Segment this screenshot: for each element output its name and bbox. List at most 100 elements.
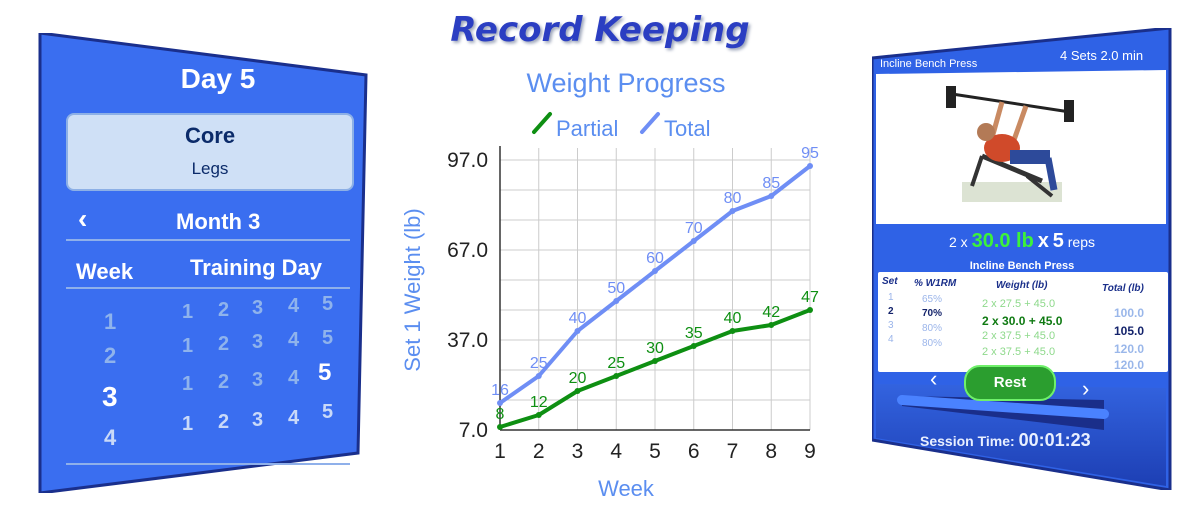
sets-table: Set % W1RM Weight (lb) Total (lb) 1 65% … xyxy=(878,272,1168,372)
day-cell[interactable]: 5 xyxy=(322,327,334,349)
day-cell[interactable]: 2 xyxy=(218,411,230,433)
data-point xyxy=(497,424,503,430)
day-cell[interactable]: 3 xyxy=(252,369,264,391)
exercise-name: Incline Bench Press xyxy=(880,58,978,70)
data-point xyxy=(574,328,581,334)
x-tick-label: 9 xyxy=(804,440,816,463)
workout-card-title: Core xyxy=(184,123,236,148)
x-tick-label: 5 xyxy=(649,440,661,463)
workout-card[interactable]: Core Legs xyxy=(66,113,354,191)
x-tick-label: 8 xyxy=(765,440,777,463)
week-3-current[interactable]: 3 xyxy=(102,381,118,412)
row-set: 3 xyxy=(888,320,894,331)
y-tick-label: 7.0 xyxy=(459,419,488,442)
row-weight: 2 x 30.0 + 45.0 xyxy=(982,314,1063,328)
week-1[interactable]: 1 xyxy=(104,309,117,334)
day-cell[interactable]: 5 xyxy=(322,401,334,423)
data-label: 30 xyxy=(646,340,664,357)
rest-button[interactable]: Rest xyxy=(964,365,1056,401)
session-timer: Session Time: 00:01:23 xyxy=(920,430,1091,451)
chart-grid xyxy=(499,146,811,431)
legend-swatch-partial xyxy=(532,112,552,134)
sets-table-title: Incline Bench Press xyxy=(969,260,1075,272)
data-label: 47 xyxy=(801,289,819,306)
data-label: 35 xyxy=(685,325,703,342)
day-cell[interactable]: 3 xyxy=(252,331,264,353)
set-prescription: 2 x 30.0 lb x 5 reps xyxy=(872,230,1172,253)
previous-month-button[interactable]: ‹ xyxy=(78,203,88,234)
y-tick-label: 97.0 xyxy=(447,149,488,172)
row-total: 100.0 xyxy=(1114,306,1145,320)
day-cell[interactable]: 1 xyxy=(182,413,194,435)
data-point xyxy=(690,238,697,244)
col-header-total: Total (lb) xyxy=(1102,283,1144,294)
day-cell[interactable]: 4 xyxy=(288,407,300,429)
col-header-weight: Weight (lb) xyxy=(996,280,1048,291)
data-label: 12 xyxy=(530,394,548,411)
row-pct: 80% xyxy=(922,323,943,334)
sets-info: 4 Sets 2.0 min xyxy=(1060,48,1144,63)
data-label: 40 xyxy=(724,310,742,327)
weight-progress-chart: Weight Progress Partial Total 7.037.067.… xyxy=(400,68,819,501)
row-pct: 70% xyxy=(922,308,943,319)
data-point xyxy=(690,343,697,349)
data-point xyxy=(652,358,658,364)
y-axis-ticks: 7.0 37.0 67.0 97.0 xyxy=(447,149,488,442)
training-day-header: Training Day xyxy=(190,255,323,280)
prescription-reps-label: reps xyxy=(1067,234,1095,250)
data-label: 50 xyxy=(607,280,625,297)
day-cell-current[interactable]: 5 xyxy=(318,359,332,386)
data-point xyxy=(807,163,813,169)
day-cell[interactable]: 1 xyxy=(182,373,194,395)
next-set-button[interactable]: › xyxy=(1082,376,1090,401)
data-point xyxy=(613,298,620,304)
day-cell[interactable]: 4 xyxy=(288,295,300,317)
previous-set-button[interactable]: ‹ xyxy=(930,366,938,391)
data-point xyxy=(768,322,775,328)
week-4[interactable]: 4 xyxy=(104,425,117,450)
x-axis-label: Week xyxy=(598,476,655,501)
divider xyxy=(66,239,350,241)
data-label: 42 xyxy=(762,304,780,321)
row-total: 120.0 xyxy=(1114,358,1145,372)
month-label: Month 3 xyxy=(176,209,261,234)
row-weight: 2 x 27.5 + 45.0 xyxy=(982,298,1056,310)
legend-label-partial: Partial xyxy=(556,116,618,141)
data-label: 20 xyxy=(569,370,587,387)
data-label: 25 xyxy=(607,355,625,372)
x-tick-label: 6 xyxy=(688,440,700,463)
training-calendar-panel: Day 5 Core Legs ‹ Month 3 Week Training … xyxy=(38,33,368,493)
day-cell[interactable]: 2 xyxy=(218,371,230,393)
day-cell[interactable]: 4 xyxy=(288,367,300,389)
day-cell[interactable]: 2 xyxy=(218,333,230,355)
chart-series: 8 12 20 25 30 35 40 42 47 16 25 40 50 60 70 80 85 95 xyxy=(491,145,819,430)
workout-card-subtitle: Legs xyxy=(191,159,229,178)
data-label: 80 xyxy=(724,190,742,207)
day-cell[interactable]: 3 xyxy=(252,409,264,431)
data-label: 85 xyxy=(762,175,780,192)
prescription-reps: 5 xyxy=(1052,230,1064,252)
day-cell[interactable]: 4 xyxy=(288,329,300,351)
day-cell[interactable]: 2 xyxy=(218,299,230,321)
x-tick-label: 4 xyxy=(610,440,622,463)
data-label: 16 xyxy=(491,382,509,399)
day-cell[interactable]: 1 xyxy=(182,335,194,357)
legend-label-total: Total xyxy=(664,116,710,141)
row-pct: 65% xyxy=(922,294,943,305)
divider xyxy=(66,287,350,289)
data-point xyxy=(768,193,775,199)
week-2[interactable]: 2 xyxy=(104,343,117,368)
day-cell[interactable]: 1 xyxy=(182,301,194,323)
data-point xyxy=(535,412,542,418)
data-label: 40 xyxy=(569,310,587,327)
workout-session-panel: Incline Bench Press 4 Sets 2.0 min 2 x 3… xyxy=(872,28,1172,490)
data-point xyxy=(807,307,813,313)
chart-title: Weight Progress xyxy=(526,68,725,98)
day-cell[interactable]: 3 xyxy=(252,297,264,319)
prescription-weight: 30.0 lb xyxy=(971,230,1034,252)
exercise-illustration-icon xyxy=(946,86,1074,202)
data-point xyxy=(729,208,736,214)
day-cell[interactable]: 5 xyxy=(322,293,334,315)
col-header-set: Set xyxy=(882,276,898,287)
row-total: 105.0 xyxy=(1114,324,1145,338)
